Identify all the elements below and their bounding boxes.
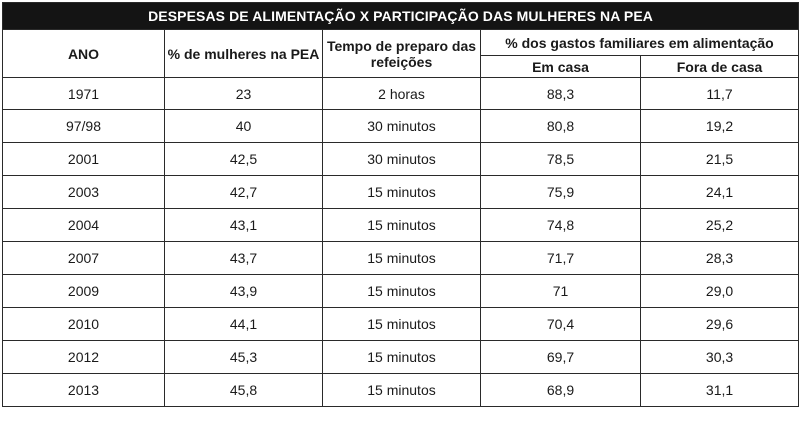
header-tempo: Tempo de preparo das refeições bbox=[322, 29, 481, 78]
cell-ano: 2003 bbox=[2, 175, 165, 209]
cell-ano: 2009 bbox=[2, 274, 165, 308]
cell-em-casa: 74,8 bbox=[480, 208, 641, 242]
header-fora-casa: Fora de casa bbox=[639, 55, 800, 78]
cell-ano: 2004 bbox=[2, 208, 165, 242]
cell-em-casa: 88,3 bbox=[480, 77, 641, 110]
cell-fora-casa: 29,6 bbox=[639, 307, 800, 341]
cell-pea: 42,7 bbox=[164, 175, 323, 209]
table-row: 2012 45,3 15 minutos 69,7 30,3 bbox=[2, 340, 800, 374]
table-row: 2013 45,8 15 minutos 68,9 31,1 bbox=[2, 373, 800, 407]
cell-tempo: 15 minutos bbox=[322, 241, 481, 275]
table-body: 1971 23 2 horas 88,3 11,7 97/98 40 30 mi… bbox=[2, 77, 800, 407]
header-em-casa: Em casa bbox=[480, 55, 641, 78]
document-page: DESPESAS DE ALIMENTAÇÃO X PARTICIPAÇÃO D… bbox=[1, 2, 802, 415]
cell-tempo: 15 minutos bbox=[322, 307, 481, 341]
cell-pea: 45,8 bbox=[164, 373, 323, 407]
cell-em-casa: 80,8 bbox=[480, 109, 641, 143]
expenses-table: DESPESAS DE ALIMENTAÇÃO X PARTICIPAÇÃO D… bbox=[1, 2, 800, 407]
cell-em-casa: 71,7 bbox=[480, 241, 641, 275]
cell-em-casa: 70,4 bbox=[480, 307, 641, 341]
cell-em-casa: 71 bbox=[480, 274, 641, 308]
cell-fora-casa: 24,1 bbox=[639, 175, 800, 209]
cell-pea: 43,1 bbox=[164, 208, 323, 242]
cell-fora-casa: 30,3 bbox=[639, 340, 800, 374]
cell-pea: 42,5 bbox=[164, 142, 323, 176]
header-gastos: % dos gastos familiares em alimentação bbox=[479, 29, 800, 56]
cell-tempo: 15 minutos bbox=[322, 373, 481, 407]
table-row: 2003 42,7 15 minutos 75,9 24,1 bbox=[2, 175, 800, 209]
cell-fora-casa: 28,3 bbox=[639, 241, 800, 275]
table-row: 2004 43,1 15 minutos 74,8 25,2 bbox=[2, 208, 800, 242]
cell-pea: 23 bbox=[164, 77, 323, 110]
cell-ano: 2010 bbox=[2, 307, 165, 341]
cell-ano: 2001 bbox=[2, 142, 165, 176]
table-row: 97/98 40 30 minutos 80,8 19,2 bbox=[2, 109, 800, 143]
cell-tempo: 30 minutos bbox=[322, 142, 481, 176]
cell-ano: 2012 bbox=[2, 340, 165, 374]
cell-ano: 2013 bbox=[2, 373, 165, 407]
cell-fora-casa: 21,5 bbox=[639, 142, 800, 176]
table-title: DESPESAS DE ALIMENTAÇÃO X PARTICIPAÇÃO D… bbox=[1, 2, 800, 30]
header-ano: ANO bbox=[2, 29, 165, 78]
header-pea: % de mulheres na PEA bbox=[164, 29, 323, 78]
cell-em-casa: 68,9 bbox=[480, 373, 641, 407]
cell-pea: 43,7 bbox=[164, 241, 323, 275]
cell-tempo: 15 minutos bbox=[322, 208, 481, 242]
table-row: 2001 42,5 30 minutos 78,5 21,5 bbox=[2, 142, 800, 176]
cell-tempo: 2 horas bbox=[322, 77, 481, 110]
table-row: 1971 23 2 horas 88,3 11,7 bbox=[2, 77, 800, 110]
cell-em-casa: 69,7 bbox=[480, 340, 641, 374]
cell-fora-casa: 11,7 bbox=[639, 77, 800, 110]
table-row: 2009 43,9 15 minutos 71 29,0 bbox=[2, 274, 800, 308]
cell-pea: 45,3 bbox=[164, 340, 323, 374]
cell-em-casa: 75,9 bbox=[480, 175, 641, 209]
cell-fora-casa: 19,2 bbox=[639, 109, 800, 143]
cell-tempo: 30 minutos bbox=[322, 109, 481, 143]
cell-ano: 97/98 bbox=[2, 109, 165, 143]
cell-pea: 40 bbox=[164, 109, 323, 143]
cell-ano: 2007 bbox=[2, 241, 165, 275]
cell-fora-casa: 29,0 bbox=[639, 274, 800, 308]
cell-tempo: 15 minutos bbox=[322, 175, 481, 209]
cell-pea: 43,9 bbox=[164, 274, 323, 308]
table-row: 2010 44,1 15 minutos 70,4 29,6 bbox=[2, 307, 800, 341]
cell-tempo: 15 minutos bbox=[322, 274, 481, 308]
cell-pea: 44,1 bbox=[164, 307, 323, 341]
cell-ano: 1971 bbox=[2, 77, 165, 110]
cell-fora-casa: 25,2 bbox=[639, 208, 800, 242]
cell-tempo: 15 minutos bbox=[322, 340, 481, 374]
cell-em-casa: 78,5 bbox=[480, 142, 641, 176]
cell-fora-casa: 31,1 bbox=[639, 373, 800, 407]
table-row: 2007 43,7 15 minutos 71,7 28,3 bbox=[2, 241, 800, 275]
